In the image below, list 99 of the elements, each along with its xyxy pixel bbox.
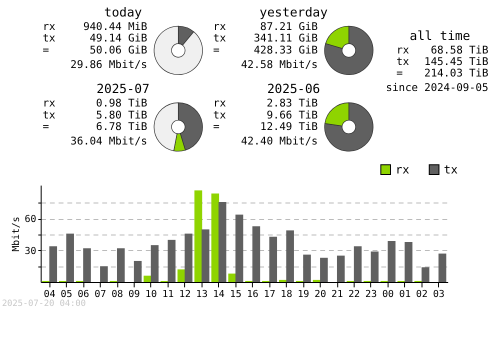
text: tx xyxy=(42,32,56,45)
text: rx xyxy=(42,96,56,110)
x-tick-label: 22 xyxy=(348,289,360,300)
text: rx xyxy=(42,20,56,34)
x-tick-label: 08 xyxy=(111,289,124,300)
chart-title: yesterday xyxy=(260,4,328,20)
x-tick-label: 17 xyxy=(264,289,276,300)
bar xyxy=(168,240,176,282)
text: 2.83 TiB xyxy=(266,96,318,110)
bar xyxy=(100,266,108,282)
donut-slice xyxy=(324,102,374,152)
x-tick-label: 20 xyxy=(314,289,326,300)
text: 9.66 TiB xyxy=(266,108,318,122)
x-tick-label: 12 xyxy=(179,289,191,300)
text: rx xyxy=(396,43,410,56)
legend-label: tx xyxy=(444,162,458,176)
text: 49.14 GiB xyxy=(90,32,148,45)
text: 214.03 TiB xyxy=(424,66,488,80)
text: 42.40 Mbit/s xyxy=(240,134,318,148)
x-tick-label: 04 xyxy=(44,289,56,300)
bar xyxy=(134,260,142,282)
chart-title: today xyxy=(104,4,142,20)
chart-title: 2025-07 xyxy=(96,81,150,96)
text: tx xyxy=(213,108,227,122)
bar xyxy=(202,229,210,282)
chart-title: 2025-06 xyxy=(267,81,320,96)
bar xyxy=(252,226,260,282)
x-tick-label: 15 xyxy=(230,289,242,300)
bar xyxy=(66,234,74,282)
bar xyxy=(211,194,220,282)
x-tick-label: 10 xyxy=(145,289,158,300)
text: 50.06 GiB xyxy=(90,43,148,56)
x-tick-label: 23 xyxy=(365,289,378,300)
y-tick-label: 30 xyxy=(24,246,37,257)
bar xyxy=(150,245,159,282)
legend-label: rx xyxy=(395,162,410,176)
text: tx xyxy=(42,108,56,122)
text: = xyxy=(213,120,220,133)
bar xyxy=(370,251,379,282)
text: 5.80 TiB xyxy=(96,108,148,122)
bar xyxy=(336,256,345,282)
x-tick-label: 21 xyxy=(331,289,344,300)
x-tick-label: 19 xyxy=(298,289,310,300)
text: rx xyxy=(213,96,227,110)
text: 145.45 TiB xyxy=(424,54,488,68)
bar xyxy=(269,236,278,282)
x-tick-label: 02 xyxy=(416,289,428,300)
bar xyxy=(184,234,192,282)
bar xyxy=(286,230,294,282)
bar xyxy=(116,248,125,282)
y-tick-label: 60 xyxy=(24,214,37,226)
text: 87.21 GiB xyxy=(260,20,318,34)
y-axis-title: Mbit/s xyxy=(10,216,22,252)
text: = xyxy=(213,43,220,56)
text: = xyxy=(396,66,403,80)
donut-slice xyxy=(324,26,374,75)
text: = xyxy=(42,120,50,133)
text: 29.86 Mbit/s xyxy=(70,58,148,71)
text: 42.58 Mbit/s xyxy=(240,58,318,71)
bar xyxy=(194,190,202,282)
text: since 2024-09-05 xyxy=(386,81,488,94)
text: 940.44 MiB xyxy=(83,20,148,34)
x-tick-label: 01 xyxy=(399,289,411,300)
x-tick-label: 16 xyxy=(246,289,259,300)
text: all time xyxy=(410,28,470,43)
text: 6.78 TiB xyxy=(96,120,148,133)
text: 12.49 TiB xyxy=(260,120,318,133)
bar xyxy=(388,240,396,282)
text: 341.11 GiB xyxy=(254,32,318,45)
bar xyxy=(320,258,328,282)
bar xyxy=(49,246,58,282)
text: tx xyxy=(213,32,227,45)
text: tx xyxy=(396,54,410,68)
text: = xyxy=(42,43,50,56)
x-tick-label: 07 xyxy=(94,289,106,300)
x-tick-label: 00 xyxy=(382,289,394,300)
x-tick-label: 03 xyxy=(432,289,445,300)
bar xyxy=(228,274,236,282)
x-tick-label: 06 xyxy=(78,289,90,300)
x-tick-label: 05 xyxy=(60,289,72,300)
bar xyxy=(144,276,152,282)
text: rx xyxy=(213,20,227,34)
x-tick-label: 09 xyxy=(128,289,140,300)
bar xyxy=(438,254,446,282)
x-tick-label: 14 xyxy=(212,289,225,300)
text: 428.33 GiB xyxy=(254,43,318,56)
text: 68.58 TiB xyxy=(430,43,488,56)
bar xyxy=(404,242,412,282)
bar xyxy=(354,246,362,282)
x-tick-label: 18 xyxy=(280,289,292,300)
bar xyxy=(422,267,430,282)
text: 36.04 Mbit/s xyxy=(70,134,148,148)
x-tick-label: 11 xyxy=(162,289,174,300)
x-tick-label: 13 xyxy=(196,289,208,300)
bar xyxy=(303,254,311,282)
text: 0.98 TiB xyxy=(96,96,148,110)
bar xyxy=(235,214,244,282)
bar xyxy=(218,202,226,282)
bar xyxy=(83,248,91,282)
